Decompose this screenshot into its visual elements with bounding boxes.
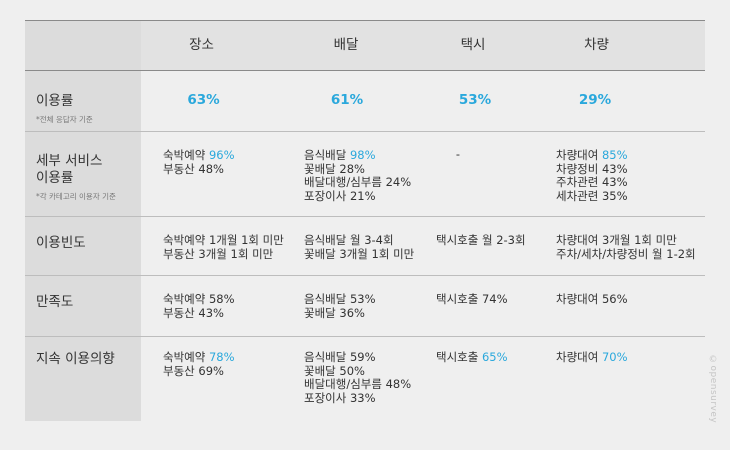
satisfaction-place: 숙박예약 58% 부동산 43% [141, 276, 282, 336]
list-item: 숙박예약 78% [163, 350, 235, 364]
detail-place: 숙박예약 96% 부동산 48% [141, 132, 282, 216]
list-item: 세차관련 35% [556, 188, 628, 203]
continue-row-header: 지속 이용의향 [25, 337, 141, 421]
frequency-row: 이용빈도 숙박예약 1개월 1회 미만 부동산 3개월 1회 미만 음식배달 월… [25, 217, 705, 276]
satisfaction-taxi: 택시호출 74% [418, 276, 538, 336]
list-item: 주차관련 43% [556, 175, 628, 189]
list-item: 배달대행/심부름 48% [304, 377, 412, 391]
detail-row: 세부 서비스 이용률 *각 카테고리 이용자 기준 숙박예약 96% 부동산 4… [25, 132, 705, 217]
satisfaction-delivery: 음식배달 53% 꽃배달 36% [282, 276, 418, 336]
frequency-taxi: 택시호출 월 2-3회 [418, 217, 538, 275]
frequency-title: 이용빈도 [36, 235, 86, 251]
list-item: 숙박예약 1개월 1회 미만 [163, 233, 284, 247]
list-item: 음식배달 월 3-4회 [304, 233, 394, 247]
list-item: 차량정비 43% [556, 161, 628, 176]
detail-note: *각 카테고리 이용자 기준 [36, 192, 116, 201]
column-header-taxi: 택시 [460, 36, 486, 53]
list-item: 부동산 48% [163, 161, 224, 176]
header-row: 장소 배달 택시 차량 [25, 21, 705, 71]
column-header-vehicle: 차량 [584, 36, 609, 53]
usage-row-header: 이용률 *전체 응답자 기준 [25, 71, 141, 131]
list-item: 차량대여 56% [556, 292, 628, 306]
list-item: 택시호출 74% [436, 292, 508, 306]
usage-taxi: 53% [458, 92, 492, 109]
list-item: 음식배달 98% [304, 148, 376, 162]
list-item: 꽃배달 36% [304, 305, 365, 320]
comparison-table: 장소 배달 택시 차량 이용률 *전체 응답자 기준 63% 61% 53% 2… [25, 20, 705, 421]
list-item: 숙박예약 96% [163, 148, 235, 162]
detail-row-header: 세부 서비스 이용률 *각 카테고리 이용자 기준 [25, 132, 141, 216]
satisfaction-vehicle: 차량대여 56% [538, 276, 705, 336]
usage-note: *전체 응답자 기준 [36, 115, 93, 124]
frequency-delivery: 음식배달 월 3-4회 꽃배달 3개월 1회 미만 [282, 217, 418, 275]
detail-title-line1: 세부 서비스 [36, 153, 103, 169]
corner-cell [25, 21, 141, 70]
detail-title-line2: 이용률 [36, 170, 74, 186]
continue-title: 지속 이용의향 [36, 351, 115, 367]
detail-taxi: - [455, 147, 461, 161]
usage-place: 63% [187, 92, 220, 109]
list-item: 부동산 69% [163, 363, 224, 378]
watermark: ©opensurvey [708, 355, 718, 424]
list-item: 배달대행/심부름 24% [304, 175, 412, 189]
list-item: 차량대여 3개월 1회 미만 [556, 233, 677, 247]
frequency-vehicle: 차량대여 3개월 1회 미만 주차/세차/차량정비 월 1-2회 [538, 217, 705, 275]
list-item: 부동산 3개월 1회 미만 [163, 246, 274, 261]
column-header-place: 장소 [189, 36, 214, 53]
list-item: 음식배달 53% [304, 292, 376, 306]
continue-place: 숙박예약 78% 부동산 69% [141, 337, 282, 421]
list-item: 택시호출 65% [436, 350, 508, 364]
list-item: 포장이사 33% [304, 390, 376, 405]
frequency-place: 숙박예약 1개월 1회 미만 부동산 3개월 1회 미만 [141, 217, 284, 275]
list-item: 부동산 43% [163, 305, 224, 320]
column-header-delivery: 배달 [333, 36, 359, 53]
usage-delivery: 61% [330, 92, 364, 109]
continue-delivery: 음식배달 59% 꽃배달 50% 배달대행/심부름 48% 포장이사 33% [282, 337, 418, 421]
list-item: 포장이사 21% [304, 188, 376, 203]
list-item: 꽃배달 3개월 1회 미만 [304, 246, 415, 261]
satisfaction-row-header: 만족도 [25, 276, 141, 336]
list-item: 차량대여 85% [556, 148, 628, 162]
list-item: 숙박예약 58% [163, 292, 235, 306]
list-item: 차량대여 70% [556, 350, 628, 364]
frequency-row-header: 이용빈도 [25, 217, 141, 275]
continue-vehicle: 차량대여 70% [538, 337, 705, 421]
list-item: 음식배달 59% [304, 350, 376, 364]
usage-row: 이용률 *전체 응답자 기준 63% 61% 53% 29% [25, 71, 705, 132]
list-item: 꽃배달 50% [304, 363, 365, 378]
detail-vehicle: 차량대여 85% 차량정비 43% 주차관련 43% 세차관련 35% [538, 132, 705, 216]
continue-taxi: 택시호출 65% [418, 337, 538, 421]
continue-row: 지속 이용의향 숙박예약 78% 부동산 69% 음식배달 59% 꽃배달 50… [25, 337, 705, 421]
list-item: 택시호출 월 2-3회 [436, 233, 526, 247]
satisfaction-row: 만족도 숙박예약 58% 부동산 43% 음식배달 53% 꽃배달 36% 택시… [25, 276, 705, 337]
satisfaction-title: 만족도 [36, 294, 74, 310]
list-item: 꽃배달 28% [304, 161, 365, 176]
detail-delivery: 음식배달 98% 꽃배달 28% 배달대행/심부름 24% 포장이사 21% [282, 132, 418, 216]
usage-vehicle: 29% [578, 92, 612, 109]
list-item: 주차/세차/차량정비 월 1-2회 [556, 246, 696, 261]
usage-title: 이용률 [36, 93, 74, 109]
